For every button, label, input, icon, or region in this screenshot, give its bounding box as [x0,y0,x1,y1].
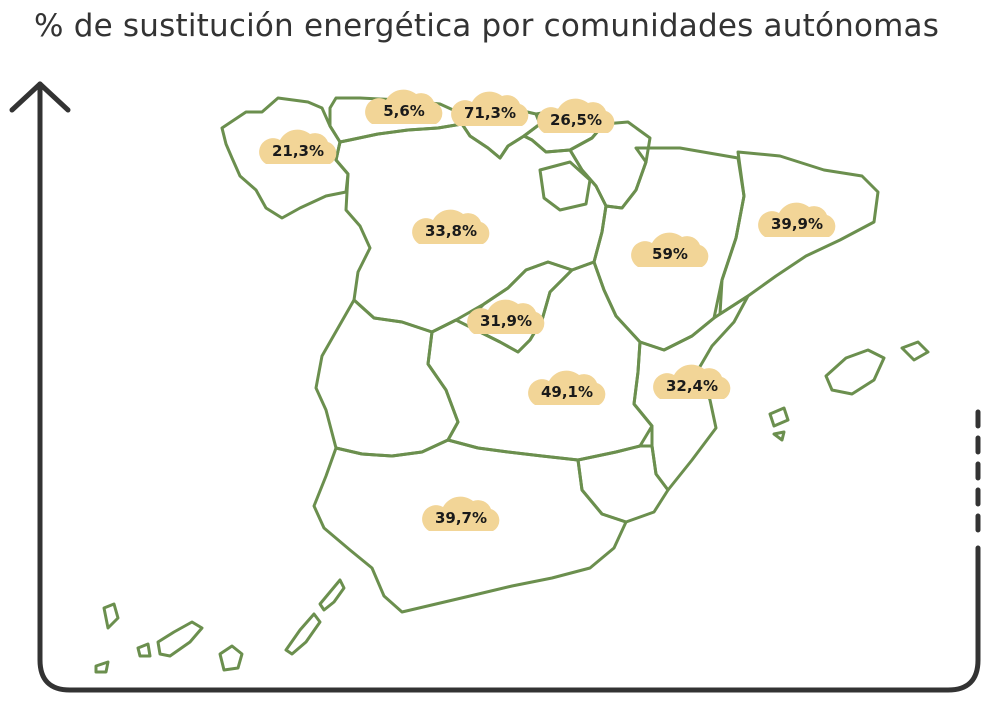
island-la-gomera [136,642,152,658]
cloud-marker-galicia: 21,3% [259,129,337,164]
cloud-shape [259,129,337,164]
region-value-label: 39,7% [435,509,487,527]
island-menorca [900,340,930,362]
cloud-shape [422,496,500,531]
region-value-label: 26,5% [550,111,602,129]
cloud-marker-pais-vasco: 26,5% [537,98,615,133]
island-ibiza [768,406,790,428]
island-mallorca [824,348,886,396]
value-clouds: 21,3% 5,6% 71,3% 26,5% 33,8% 59% 39,9% 31,9% 49,… [259,89,836,531]
island-formentera [772,430,786,442]
cloud-shape [467,299,545,334]
cloud-marker-asturias: 5,6% [365,89,443,125]
cloud-marker-madrid: 31,9% [467,299,545,334]
cloud-shape [412,209,490,244]
region-value-label: 21,3% [272,142,324,160]
region-value-label: 32,4% [666,377,718,395]
region-value-label: 49,1% [541,383,593,401]
cloud-shape [653,364,731,399]
region-value-label: 5,6% [383,102,425,120]
region-castilla-la-mancha [426,260,654,462]
island-el-hierro [94,660,110,674]
region-value-label: 71,3% [464,104,516,122]
cloud-marker-andalucia: 39,7% [422,496,500,531]
spain-map [94,96,930,674]
region-cataluna [718,150,880,316]
cloud-shape [528,370,606,405]
cloud-marker-castilla-y-leon: 33,8% [412,209,490,244]
region-comunidad-valenciana [632,294,750,492]
axis-arrowhead [9,81,71,113]
cloud-shape [758,202,836,237]
cloud-shape [451,91,529,127]
region-value-label: 59% [652,245,688,263]
cloud-marker-cantabria: 71,3% [451,91,529,127]
cloud-marker-cataluna: 39,9% [758,202,836,237]
axis-frame [9,81,981,693]
cloud-shape [365,89,443,125]
island-fuerteventura [284,612,322,656]
axis-frame-line [37,81,981,693]
cloud-shape [537,98,615,133]
cloud-marker-castilla-la-mancha: 49,1% [528,370,606,405]
cloud-marker-comunidad-valenciana: 32,4% [653,364,731,399]
cloud-marker-aragon: 59% [631,232,709,267]
island-tenerife [156,620,204,658]
map-title: % de sustitución energética por comunida… [34,8,940,44]
cloud-shape [631,232,709,267]
region-andalucia [312,438,628,614]
region-la-rioja [538,160,592,212]
region-navarra [568,120,652,210]
region-value-label: 39,9% [771,215,823,233]
island-lanzarote [318,578,346,612]
region-region-de-murcia [576,444,670,524]
region-value-label: 33,8% [425,222,477,240]
island-gran-canaria [218,644,244,672]
island-la-palma [102,602,120,630]
region-value-label: 31,9% [480,312,532,330]
